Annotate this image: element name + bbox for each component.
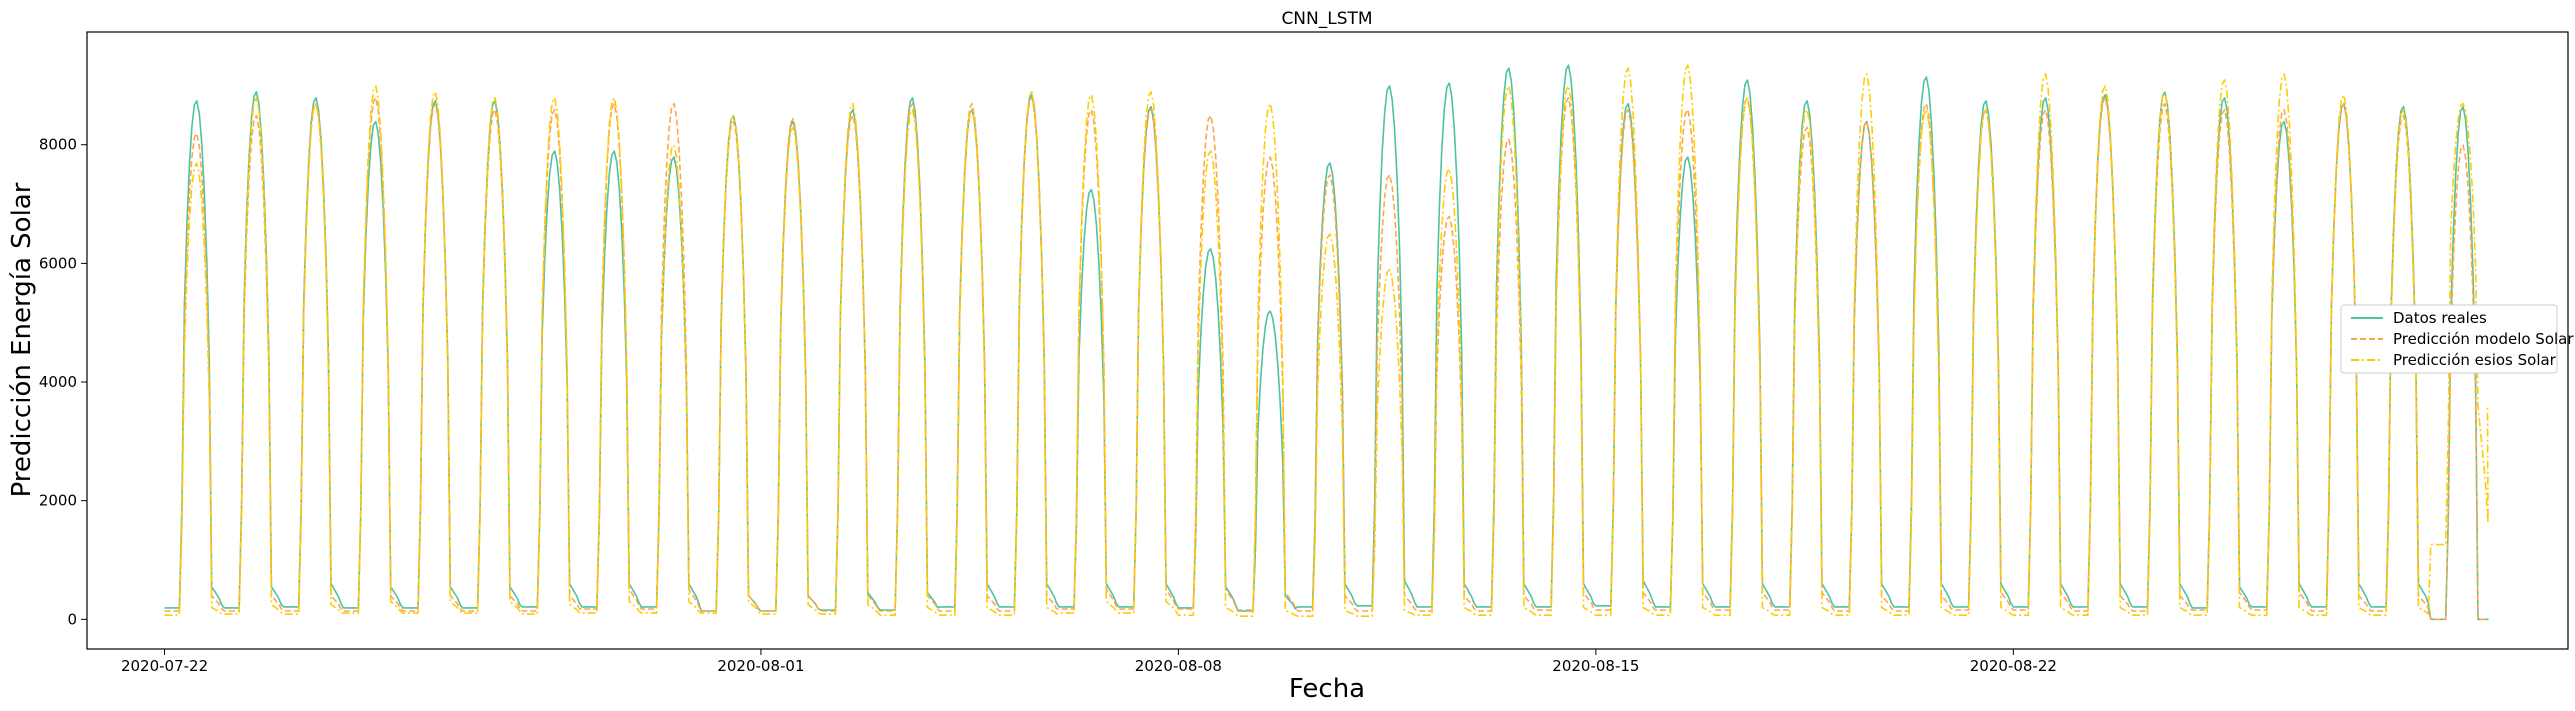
y-tick-label: 8000 [39,136,77,154]
plot-frame [86,31,2569,650]
series-prediccion-esios [164,64,2489,617]
y-tick-label: 4000 [39,373,77,391]
chart-title: CNN_LSTM [1281,9,1372,29]
series-datos-reales [164,64,2489,621]
y-axis-label: Predicción Energía Solar [7,182,37,497]
y-axis: 0 2000 4000 6000 8000 [39,136,87,628]
legend-label-prediccion-esios: Predicción esios Solar [2393,351,2557,369]
x-tick-label: 2020-08-15 [1552,657,1639,675]
y-tick-label: 2000 [39,492,77,510]
series-prediccion-modelo [164,97,2489,621]
legend: Datos reales Predicción modelo Solar Pre… [2340,304,2574,374]
y-tick-label: 0 [67,610,77,628]
x-axis-label: Fecha [1289,674,1365,704]
legend-label-datos-reales: Datos reales [2393,309,2487,327]
x-tick-label: 2020-08-01 [717,657,804,675]
x-axis: 2020-07-22 2020-08-01 2020-08-08 2020-08-15… [121,649,2057,675]
y-tick-label: 6000 [39,254,77,272]
x-tick-label: 2020-07-22 [121,657,208,675]
x-tick-label: 2020-08-08 [1135,657,1222,675]
legend-label-prediccion-modelo: Predicción modelo Solar [2393,330,2574,348]
series-layer [164,64,2489,621]
legend-frame [2340,304,2558,374]
x-tick-label: 2020-08-22 [1970,657,2057,675]
